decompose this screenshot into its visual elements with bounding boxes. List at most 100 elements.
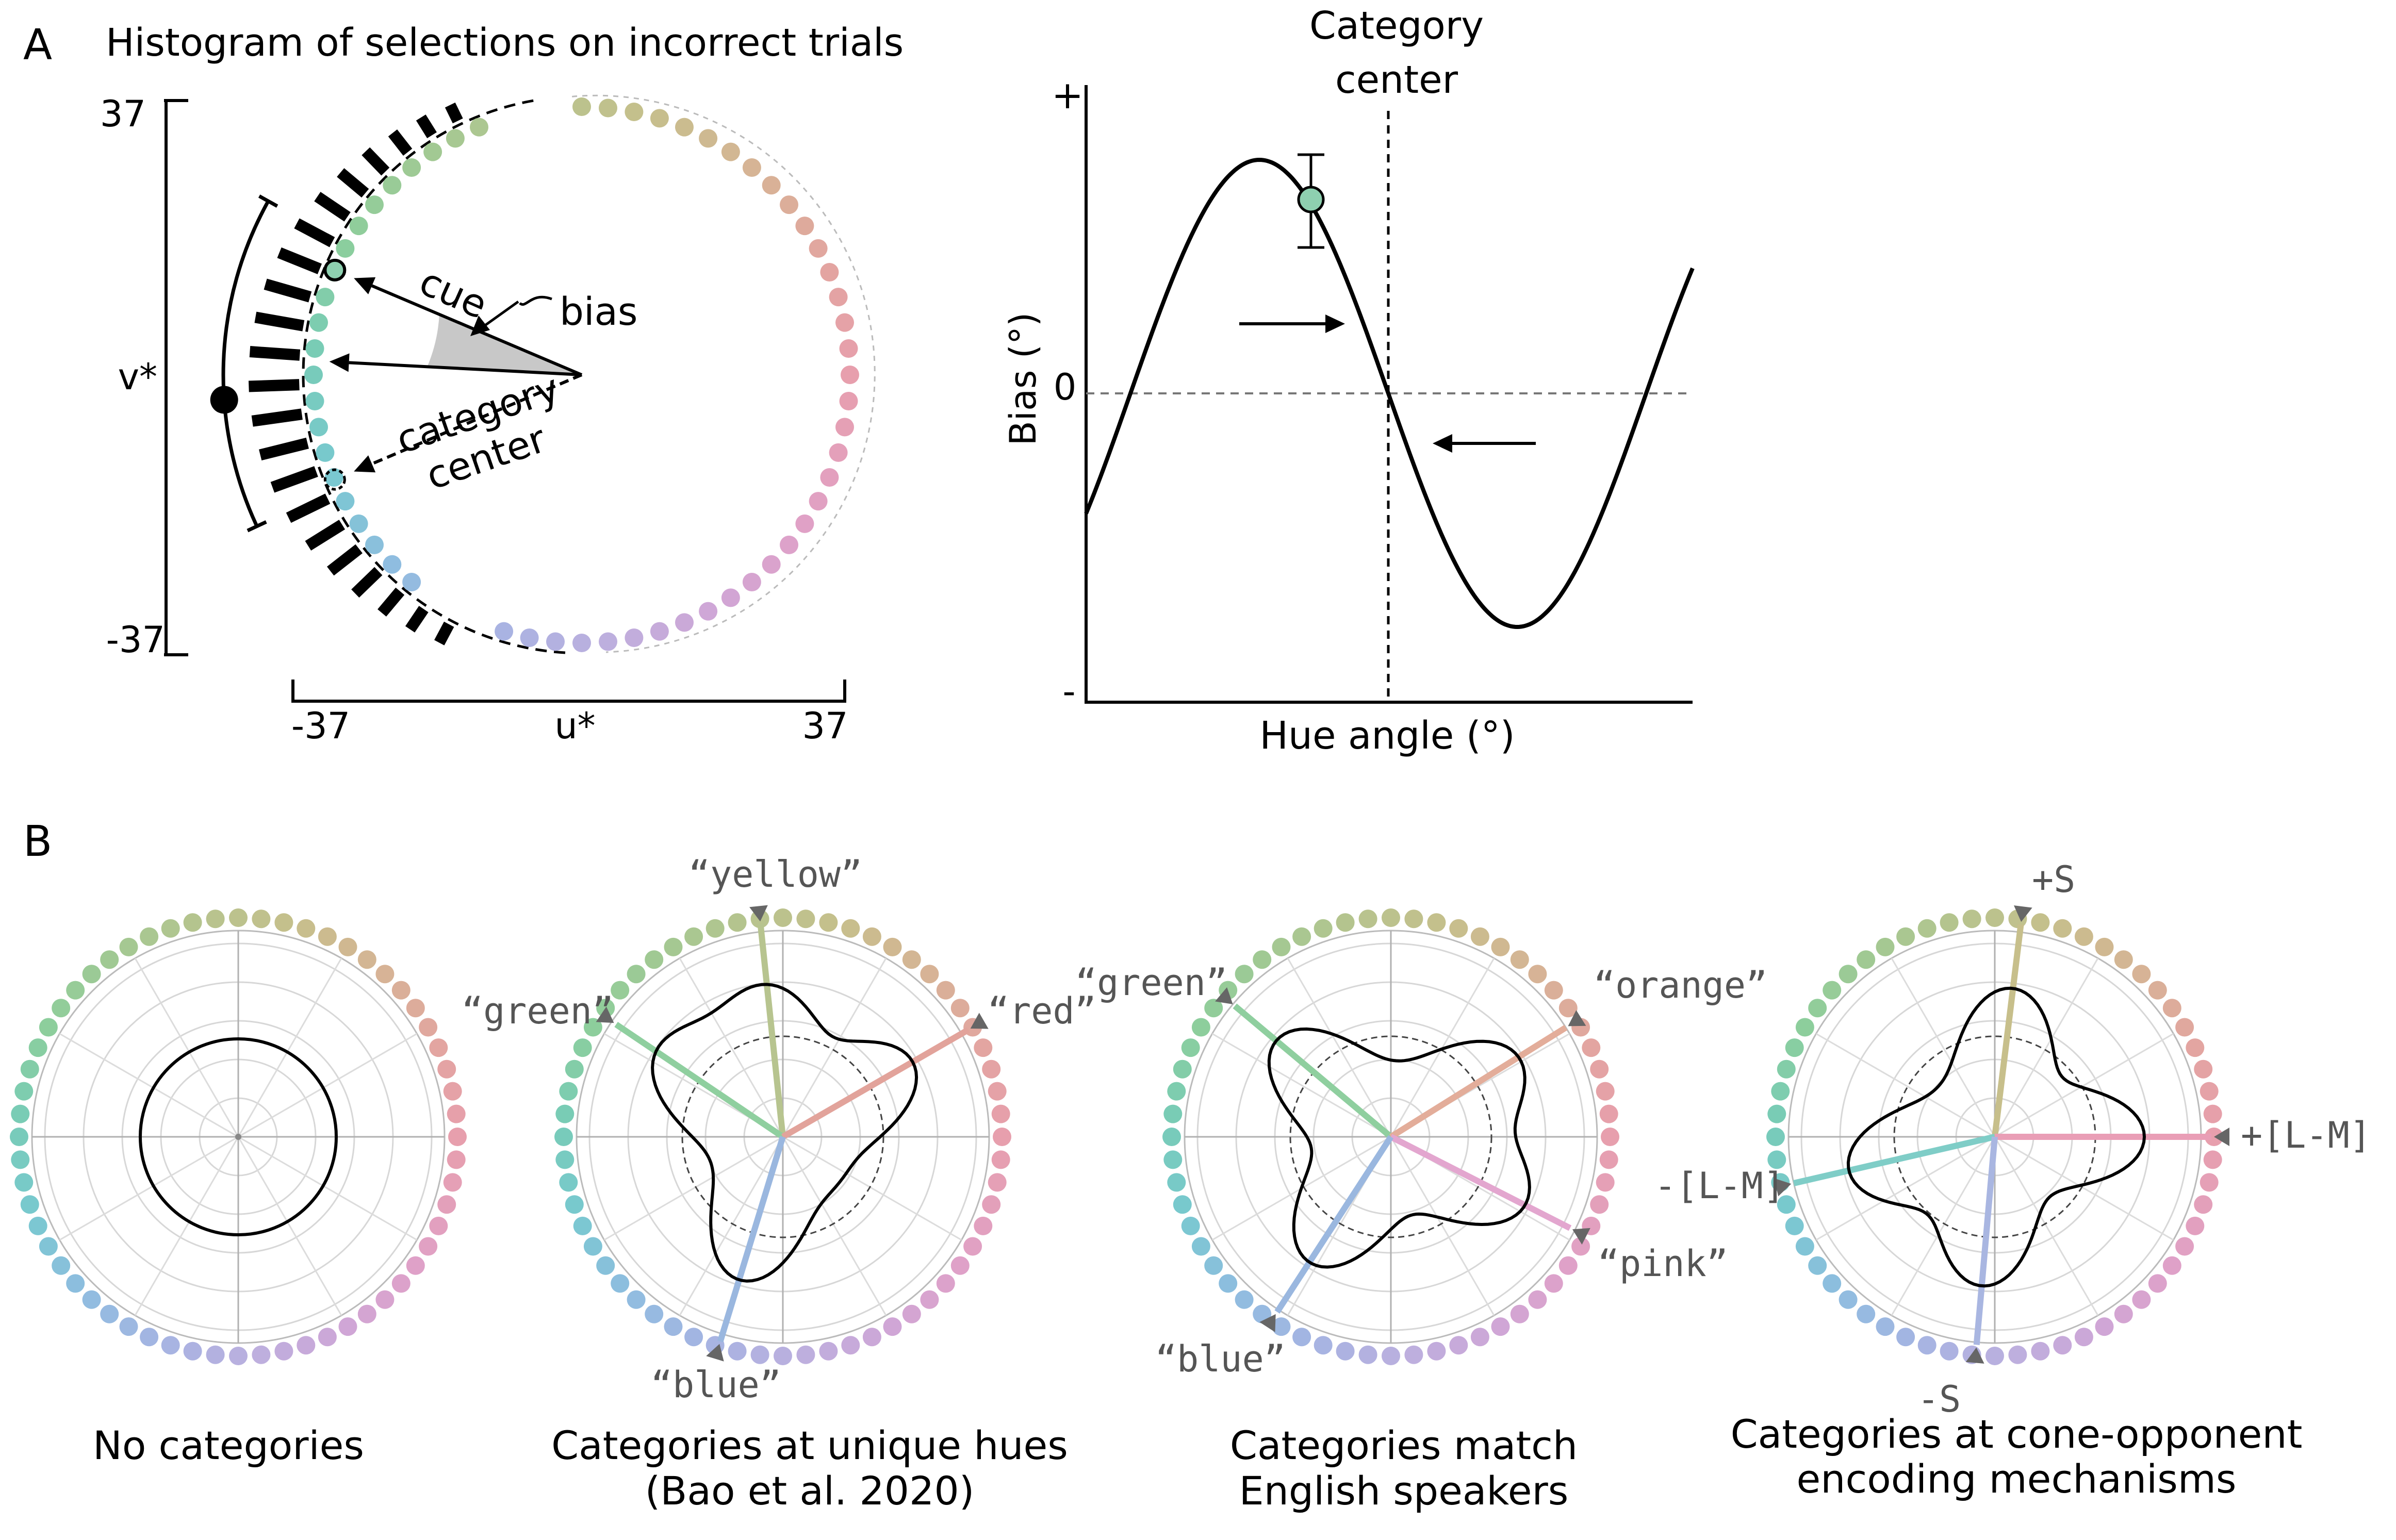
hue-wheel-a: cue bias category center	[210, 94, 876, 655]
category-marker	[1774, 1178, 1792, 1197]
hue-dot	[650, 622, 669, 641]
hue-dot	[829, 288, 848, 307]
hue-dot	[443, 1173, 462, 1192]
histogram-bar	[259, 437, 309, 461]
category-marker	[596, 1006, 614, 1023]
bias-plot-ylabel: Bias (°)	[1002, 312, 1044, 446]
hue-dot	[573, 1038, 592, 1057]
hue-dot	[565, 1059, 584, 1079]
v-axis-label: v*	[118, 356, 157, 398]
hue-dot	[2186, 1216, 2205, 1235]
hue-dot	[66, 981, 85, 1000]
caption-cone-opponent-line2: encoding mechanisms	[1797, 1456, 2237, 1502]
hue-dot	[1358, 909, 1377, 929]
hue-dot	[902, 950, 921, 969]
hue-dot	[1766, 1128, 1785, 1146]
hue-dot	[1191, 1018, 1210, 1037]
hue-dot	[1599, 1104, 1618, 1123]
hue-dot	[645, 1304, 664, 1323]
hue-dot	[304, 366, 323, 384]
hue-dot	[920, 965, 939, 984]
hue-dot	[1163, 1104, 1183, 1123]
hue-dot	[1204, 999, 1223, 1018]
hue-dot	[1235, 1290, 1254, 1309]
hue-dot	[611, 981, 630, 1000]
hue-dot	[1795, 1237, 1814, 1256]
hue-dot	[391, 981, 411, 1000]
hue-dot	[28, 1216, 47, 1235]
hue-dot	[762, 555, 781, 574]
category-spoke	[717, 1136, 786, 1343]
hue-dot	[950, 999, 970, 1018]
histogram-bar	[286, 493, 331, 523]
hue-dot	[902, 1304, 921, 1323]
response-arrow	[349, 361, 582, 376]
hue-dot	[2148, 981, 2167, 1000]
hue-dot	[963, 1237, 982, 1256]
hue-dot	[20, 1059, 39, 1079]
hue-dot	[1528, 1290, 1547, 1309]
hue-dot	[2031, 913, 2050, 932]
hue-dot	[559, 1082, 578, 1101]
hue-dot	[627, 965, 646, 984]
hue-dot	[699, 602, 718, 621]
category-center-arrowhead	[354, 455, 376, 473]
hue-dot	[1235, 965, 1254, 984]
hue-dot	[2031, 1342, 2050, 1361]
panel-a-letter: A	[23, 21, 52, 70]
bias-plot-y-plus: +	[1052, 73, 1084, 118]
hue-dot	[448, 1128, 467, 1146]
hue-dot	[936, 981, 955, 1000]
hue-dot	[554, 1128, 573, 1146]
hue-dot	[774, 1347, 792, 1365]
bias-label-leader	[519, 295, 552, 306]
histogram-bar	[249, 346, 301, 361]
hue-dot	[402, 573, 421, 591]
histogram-bar	[277, 247, 322, 274]
cue-label: cue	[413, 259, 494, 328]
category-spoke	[1389, 1134, 1572, 1231]
category-spoke	[757, 923, 786, 1137]
hue-dot	[795, 217, 814, 236]
hue-dot	[1767, 1104, 1786, 1123]
hue-dot	[1528, 965, 1547, 984]
hue-dot	[841, 919, 860, 938]
polar-wheel-1	[10, 908, 467, 1365]
hue-dot	[1571, 1237, 1590, 1256]
category-spoke	[1274, 1135, 1394, 1314]
hue-dot	[183, 913, 202, 932]
hue-dot	[297, 1336, 316, 1355]
hue-dot	[675, 613, 694, 632]
hue-dot	[305, 392, 324, 410]
caption-english-line2: English speakers	[1239, 1468, 1569, 1514]
hue-dot	[406, 1256, 425, 1275]
u-axis: -37 u* 37	[291, 680, 848, 747]
hue-dot	[1896, 1328, 1915, 1347]
hue-dot	[28, 1038, 47, 1057]
hue-dot	[1985, 908, 2004, 927]
hue-dot	[2162, 1256, 2181, 1275]
hue-dot	[780, 195, 798, 214]
hue-dot	[1795, 1018, 1814, 1037]
hue-dot	[883, 1317, 902, 1336]
hue-dot	[1785, 1038, 1804, 1057]
hue-dot	[1382, 908, 1400, 927]
hue-dot	[1590, 1059, 1609, 1079]
v-axis-top-tick: 37	[100, 93, 146, 135]
hue-dot	[1767, 1150, 1786, 1169]
hue-dot	[11, 1150, 30, 1169]
histogram-bar	[434, 621, 454, 645]
hue-dot	[1427, 1342, 1446, 1361]
histogram-bar	[251, 408, 303, 427]
hue-dot	[2200, 1082, 2219, 1101]
hue-dot	[338, 1317, 357, 1336]
hue-dots	[304, 97, 859, 652]
error-range-cap	[247, 520, 267, 533]
hue-dot	[2148, 1274, 2167, 1293]
error-range-arc	[221, 200, 270, 527]
wheel-dashed-outline	[302, 99, 572, 655]
hue-dot	[318, 927, 337, 946]
hue-dot	[140, 1328, 159, 1347]
bias-point	[1297, 186, 1325, 213]
